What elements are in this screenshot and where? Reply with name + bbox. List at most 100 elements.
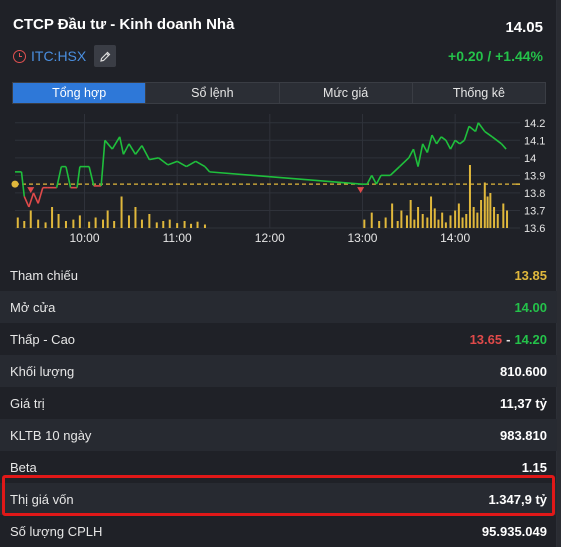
price-line-segment [176, 160, 187, 168]
volume-bar [16, 217, 19, 228]
price-line-segment [459, 139, 465, 145]
stock-header: CTCP Đầu tư - Kinh doanh Nhà 14.05 ITC:H… [0, 0, 557, 76]
intraday-chart-svg: 10:00 11:00 12:00 13:00 14:00 14.2 14.1 14 13.9 1… [11, 114, 545, 245]
y-tick-label: 14.1 [524, 135, 545, 147]
volume-bar [106, 210, 109, 228]
volume-bar [400, 210, 403, 228]
volume-bar [465, 214, 468, 228]
stat-value: 13.85 [514, 267, 547, 283]
volume-bar [72, 219, 75, 228]
price-line-segment [149, 157, 159, 161]
stat-row-beta: Beta 1.15 [0, 451, 557, 483]
tab-bar: Tổng hợp Sổ lệnh Mức giá Thống kê [12, 82, 546, 104]
volume-bar [454, 210, 457, 228]
stat-row-market-cap: Thị giá vốn 1.347,9 tỷ [0, 483, 557, 515]
volume-bar [37, 219, 40, 228]
down-marker [27, 187, 35, 194]
price-line-segment [23, 196, 30, 208]
y-tick-label: 14.2 [524, 118, 545, 130]
volume-bar [444, 222, 447, 228]
y-tick-label: 13.8 [524, 188, 545, 200]
volume-bar [78, 215, 81, 228]
stat-label: Thị giá vốn [10, 491, 74, 507]
stat-row-value: Giá trị 11,37 tỷ [0, 387, 557, 419]
volume-bar [506, 210, 509, 228]
price-line-segment [375, 175, 382, 185]
volume-bar [363, 219, 366, 228]
tab-statistics[interactable]: Thống kê [452, 86, 505, 100]
price-line-segment [122, 143, 130, 155]
volume-bar [433, 208, 436, 228]
volume-bar [486, 196, 489, 228]
intraday-chart: 10:00 11:00 12:00 13:00 14:00 14.2 14.1 14 13.9 1… [0, 108, 557, 258]
company-name: CTCP Đầu tư - Kinh doanh Nhà [13, 16, 235, 33]
stat-label: Giá trị [10, 395, 45, 411]
x-tick-label: 10:00 [69, 231, 99, 245]
price-line-segment [111, 136, 121, 150]
volume-bar [391, 203, 394, 228]
volume-bar [140, 219, 143, 228]
volume-bar [378, 221, 381, 228]
stat-label: Số lượng CPLH [10, 523, 103, 539]
stat-label: Tham chiếu [10, 267, 78, 283]
tab-order-book[interactable]: Sổ lệnh [146, 83, 280, 103]
price-line-segment [204, 166, 211, 173]
volume-bar [183, 221, 186, 228]
ticker-row: ITC:HSX [13, 44, 117, 68]
price-line-segment [37, 187, 44, 204]
volume-bar [44, 222, 47, 228]
price-line-segment [435, 136, 442, 145]
reference-marker [11, 180, 19, 188]
volume-bar [426, 217, 429, 228]
low-price: 13.65 [469, 331, 503, 347]
stat-value: 95.935.049 [481, 523, 547, 539]
volume-bar [102, 219, 105, 228]
volume-bar [155, 222, 158, 228]
price-line-segment [421, 143, 429, 153]
price-line-segment [468, 125, 477, 133]
ticker-link[interactable]: ITC:HSX [31, 48, 87, 64]
volume-bar [384, 217, 387, 228]
x-tick-label: 11:00 [163, 231, 192, 245]
volume-bar [23, 221, 26, 228]
price-line-segment [431, 134, 438, 145]
current-price: 14.05 [505, 19, 543, 36]
price-line-segment [484, 130, 493, 138]
stat-row-open: Mở cửa 14.00 [0, 291, 557, 323]
x-tick-label: 13:00 [347, 231, 377, 245]
y-tick-label: 13.7 [524, 205, 545, 217]
volume-bar [409, 200, 412, 228]
price-line-segment [118, 136, 125, 155]
price-line-segment [134, 145, 143, 155]
stat-row-avg-volume: KLTB 10 ngày 983.810 [0, 419, 557, 451]
price-line-segment [440, 136, 447, 141]
tab-price-levels[interactable]: Mức giá [280, 83, 413, 103]
x-tick-label: 14:00 [440, 231, 470, 245]
price-line-segment [76, 166, 81, 188]
stat-row-volume: Khối lượng 810.600 [0, 355, 557, 387]
price-line-segment [128, 143, 137, 155]
price-line-segment [186, 160, 197, 168]
price-line-segment [55, 166, 63, 188]
volume-bar [413, 219, 416, 228]
price-line-segment [158, 157, 169, 166]
volume-bar [127, 215, 130, 228]
price-line-segment [474, 122, 480, 132]
volume-bar [483, 182, 486, 228]
edit-button[interactable] [94, 45, 117, 67]
volume-bar [113, 221, 116, 228]
stat-value: 983.810 [500, 427, 547, 443]
price-line-segment [371, 175, 378, 185]
tab-summary[interactable]: Tổng hợp [13, 83, 147, 103]
stat-value: 810.600 [500, 363, 547, 379]
stat-label: Thấp - Cao [10, 331, 76, 347]
price-line-segment [366, 175, 373, 185]
price-line-segment [477, 122, 486, 133]
volume-bar [190, 223, 193, 228]
scrollbar-track[interactable] [557, 0, 561, 547]
volume-bar [88, 221, 91, 228]
stat-value: 11,37 tỷ [500, 395, 547, 411]
price-line-segment [32, 192, 39, 204]
volume-bar [441, 212, 444, 228]
volume-bar [461, 217, 464, 228]
